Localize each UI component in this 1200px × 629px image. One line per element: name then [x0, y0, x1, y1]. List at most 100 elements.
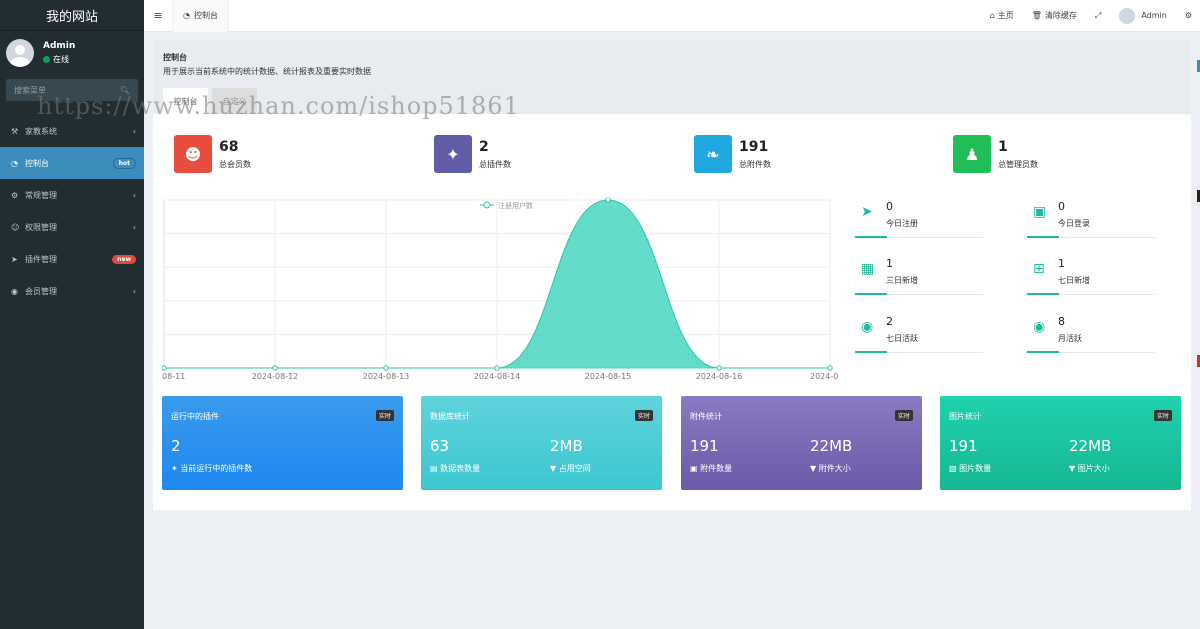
sidebar-item-dashboard[interactable]: ◔ 控制台 hot [0, 147, 144, 179]
x-tick-label: 2024-08 [810, 372, 838, 381]
realtime-badge: 实时 [894, 410, 913, 421]
chevron-left-icon: ‹ [132, 126, 136, 136]
sidebar-menu: ⚒ 家教系统 ‹ ◔ 控制台 hot ⚙ 常规管理 ‹ ☺ 权限管理 ‹ ➤ 插… [0, 115, 144, 307]
user-icon: ♟ [953, 135, 991, 173]
mini-stat-today-login: ▣ 0 今日登录 [1027, 198, 1155, 238]
user-circle-icon: ◉ [11, 286, 18, 296]
card-database: 数据库统计 实时 63 2MB ▤ 数据表数量 ▼ 占用空间 [421, 396, 662, 490]
settings-button[interactable]: ⚙ [1185, 11, 1192, 20]
card-label: ▧ 图片数量 [949, 463, 991, 474]
filter-icon: ▼ [1069, 464, 1078, 473]
data-point [605, 198, 611, 203]
brand-title[interactable]: 我的网站 [0, 0, 144, 31]
dashboard-panel: ☻ 68 总会员数 ✦ 2 总插件数 ❧ 191 总附件数 ♟ 1 总管理员数 … [153, 114, 1191, 510]
sidebar-item-permissions[interactable]: ☺ 权限管理 ‹ [0, 211, 144, 243]
new-badge: new [112, 254, 136, 264]
card-label-text: 图片数量 [959, 464, 992, 473]
mini-stat-label: 七日新增 [1058, 276, 1090, 285]
card-title: 运行中的插件 [171, 412, 219, 421]
user-menu[interactable]: Admin [1119, 7, 1167, 24]
dashboard-icon: ◔ [11, 158, 18, 168]
fullscreen-button[interactable]: ⤢ [1095, 11, 1101, 21]
wrench-icon: ⚒ [11, 126, 19, 136]
magic-wand-icon: ✦ [434, 135, 472, 173]
mini-stat-label: 今日注册 [886, 219, 918, 228]
tab-dashboard[interactable]: ◔ 控制台 [172, 0, 229, 32]
realtime-badge: 实时 [375, 410, 394, 421]
home-label: 主页 [997, 11, 1014, 20]
trash-icon: 🗑︎ [1031, 11, 1042, 20]
x-tick-label: 2024-08-13 [363, 372, 410, 381]
x-tick-label: 2024-08-14 [474, 372, 521, 381]
sidebar-item-members[interactable]: ◉ 会员管理 ‹ [0, 275, 144, 307]
realtime-badge: 实时 [634, 410, 653, 421]
card-images: 图片统计 实时 191 22MB ▧ 图片数量 ▼ 图片大小 [940, 396, 1181, 490]
stat-value: 2 [479, 138, 489, 155]
sidebar-item-tutoring[interactable]: ⚒ 家教系统 ‹ [0, 115, 144, 147]
stat-label: 总附件数 [739, 159, 771, 169]
mini-stat-today-register: ➤ 0 今日注册 [855, 198, 983, 238]
filter-icon: ▼ [810, 464, 819, 473]
rocket-icon: ➤ [861, 204, 873, 220]
card-label-text: 当前运行中的插件数 [180, 464, 253, 473]
chevron-left-icon: ‹ [132, 222, 136, 232]
fullscreen-icon: ⤢ [1094, 10, 1102, 20]
legend-label: 注册用户数 [498, 201, 533, 210]
group-icon: ☺ [11, 222, 20, 232]
x-tick-label: 2024-08-15 [585, 372, 632, 381]
search-placeholder: 搜索菜单 [14, 85, 46, 95]
mini-stat-value: 1 [1058, 257, 1065, 270]
sidebar-item-general[interactable]: ⚙ 常规管理 ‹ [0, 179, 144, 211]
stat-label: 总管理员数 [998, 159, 1038, 169]
card-label: ▼ 附件大小 [810, 463, 851, 474]
card-value: 191 [949, 437, 978, 455]
data-point [162, 365, 167, 371]
home-icon: ⌂ [989, 11, 995, 20]
card-label-text: 图片大小 [1077, 464, 1110, 473]
card-value: 2 [171, 437, 181, 455]
stat-plugins: ✦ 2 总插件数 [434, 135, 511, 173]
card-title: 数据库统计 [430, 412, 470, 421]
hot-badge: hot [112, 157, 136, 169]
filter-icon: ▼ [550, 464, 559, 473]
tab-custom[interactable]: 自定义 [212, 88, 257, 114]
card-value: 22MB [1069, 437, 1112, 455]
registration-chart: 08-11 2024-08-12 2024-08-13 2024-08-14 2024-… [162, 198, 838, 381]
calendar-icon: ▦ [861, 261, 875, 277]
cogs-icon: ⚙ [11, 190, 19, 200]
content-header: 控制台 用于展示当前系统中的统计数据、统计报表及重要实时数据 控制台 自定义 [153, 40, 1191, 114]
data-point [383, 365, 389, 371]
topbar-user-name: Admin [1141, 11, 1167, 20]
sidebar-item-label: 权限管理 [25, 222, 57, 232]
user-status-text: 在线 [53, 55, 69, 64]
search-icon[interactable]: 🔍︎ [119, 85, 130, 95]
magic-wand-icon: ✦ [171, 464, 181, 473]
x-tick-label: 2024-08-12 [252, 372, 299, 381]
chevron-left-icon: ‹ [132, 286, 136, 296]
stat-value: 68 [219, 138, 239, 155]
card-running-plugins: 运行中的插件 实时 2 ✦ 当前运行中的插件数 [162, 396, 403, 490]
stat-attachments: ❧ 191 总附件数 [694, 135, 771, 173]
content-tabs: 控制台 自定义 [163, 88, 257, 114]
clear-cache-button[interactable]: 🗑︎ 清除缓存 [1032, 10, 1077, 21]
home-link[interactable]: ⌂ 主页 [990, 10, 1014, 21]
sidebar-item-label: 家教系统 [25, 126, 57, 136]
tab-dashboard[interactable]: 控制台 [163, 88, 208, 114]
legend-marker [483, 201, 491, 209]
sidebar-item-plugins[interactable]: ➤ 插件管理 new [0, 243, 144, 275]
card-label-text: 附件大小 [818, 464, 851, 473]
card-value: 22MB [810, 437, 853, 455]
card-attachments: 附件统计 实时 191 22MB ▣ 附件数量 ▼ 附件大小 [681, 396, 922, 490]
users-icon: ☻ [174, 135, 212, 173]
search-input[interactable]: 搜索菜单 🔍︎ [6, 79, 138, 101]
mini-stat-label: 三日新增 [886, 276, 918, 285]
x-tick-label: 08-11 [162, 372, 185, 381]
menu-toggle-icon[interactable]: ≡ [153, 9, 163, 22]
topbar-actions: ⌂ 主页 🗑︎ 清除缓存 ⤢ Admin ⚙ [972, 7, 1200, 24]
data-point [716, 365, 722, 371]
stat-label: 总插件数 [479, 159, 511, 169]
stat-members: ☻ 68 总会员数 [174, 135, 251, 173]
tab-label: 控制台 [193, 11, 218, 20]
card-label: ▼ 图片大小 [1069, 463, 1110, 474]
edge-marker [1197, 190, 1200, 202]
